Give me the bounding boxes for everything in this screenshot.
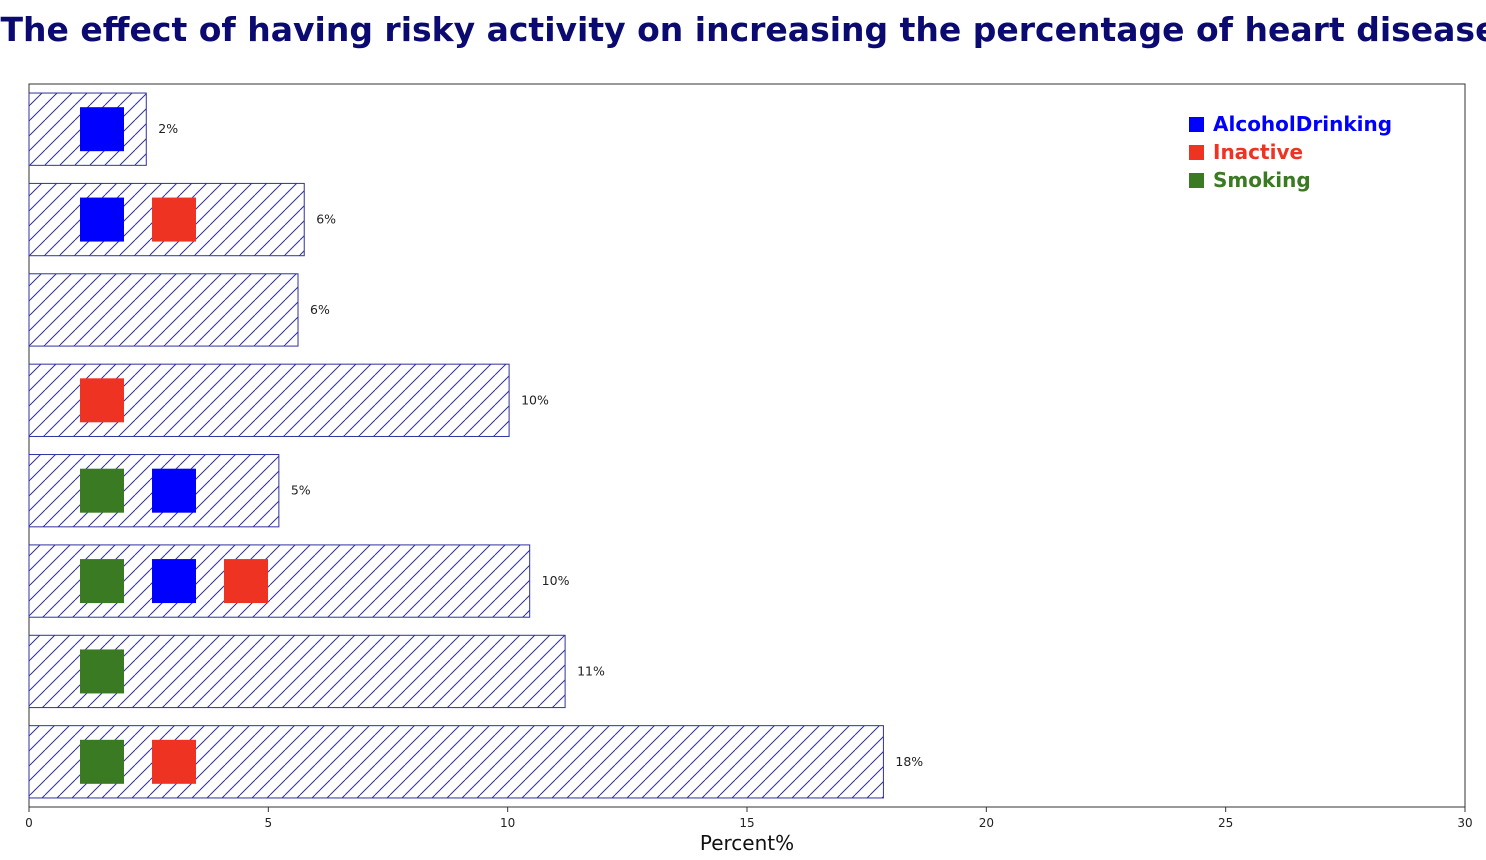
marker-smoking-bar-7 [80, 649, 124, 694]
x-axis-label: Percent% [700, 831, 794, 855]
marker-inactive-bar-8 [152, 739, 196, 784]
marker-alcohol-bar-6 [152, 559, 196, 604]
value-label-bar-2: 6% [316, 212, 336, 227]
value-label-bar-6: 10% [542, 573, 570, 588]
x-tick-label-15: 15 [739, 816, 754, 830]
value-label-bar-8: 18% [895, 754, 923, 769]
marker-alcohol-bar-2 [80, 197, 124, 242]
legend-label-inactive: Inactive [1213, 140, 1303, 164]
marker-alcohol-bar-1 [80, 107, 124, 152]
bars-group [28, 92, 884, 799]
value-labels-group: 2% 6% 6% 10% 5% 10% 11% 18% [158, 121, 923, 769]
value-label-bar-7: 11% [577, 663, 605, 678]
markers-group [80, 107, 268, 784]
bar-7 [28, 634, 566, 709]
bar-3 [28, 273, 299, 347]
x-tick-label-20: 20 [979, 816, 994, 830]
marker-inactive-bar-2 [152, 197, 196, 242]
marker-inactive-bar-4 [80, 378, 124, 423]
x-tick-label-30: 30 [1457, 816, 1472, 830]
chart-title: The effect of having risky activity on i… [1, 10, 1486, 49]
legend-swatch-alcohol [1189, 117, 1204, 132]
value-label-bar-4: 10% [521, 392, 549, 407]
bar-1 [28, 92, 147, 166]
x-axis: 0 5 10 15 20 25 30 [25, 807, 1473, 830]
marker-alcohol-bar-5 [152, 468, 196, 513]
marker-inactive-bar-6 [224, 559, 268, 604]
marker-smoking-bar-6 [80, 559, 124, 604]
legend-label-alcohol: AlcoholDrinking [1213, 112, 1392, 136]
marker-smoking-bar-8 [80, 739, 124, 784]
x-tick-label-5: 5 [265, 816, 273, 830]
x-tick-label-0: 0 [25, 816, 33, 830]
x-tick-label-25: 25 [1218, 816, 1233, 830]
value-label-bar-3: 6% [310, 302, 330, 317]
marker-smoking-bar-5 [80, 468, 124, 513]
x-tick-label-10: 10 [500, 816, 515, 830]
legend-label-smoking: Smoking [1213, 168, 1311, 192]
legend-swatch-smoking [1189, 173, 1204, 188]
value-label-bar-5: 5% [291, 483, 311, 498]
legend: AlcoholDrinking Inactive Smoking [1189, 112, 1392, 192]
value-label-bar-1: 2% [158, 121, 178, 136]
legend-swatch-inactive [1189, 145, 1204, 160]
